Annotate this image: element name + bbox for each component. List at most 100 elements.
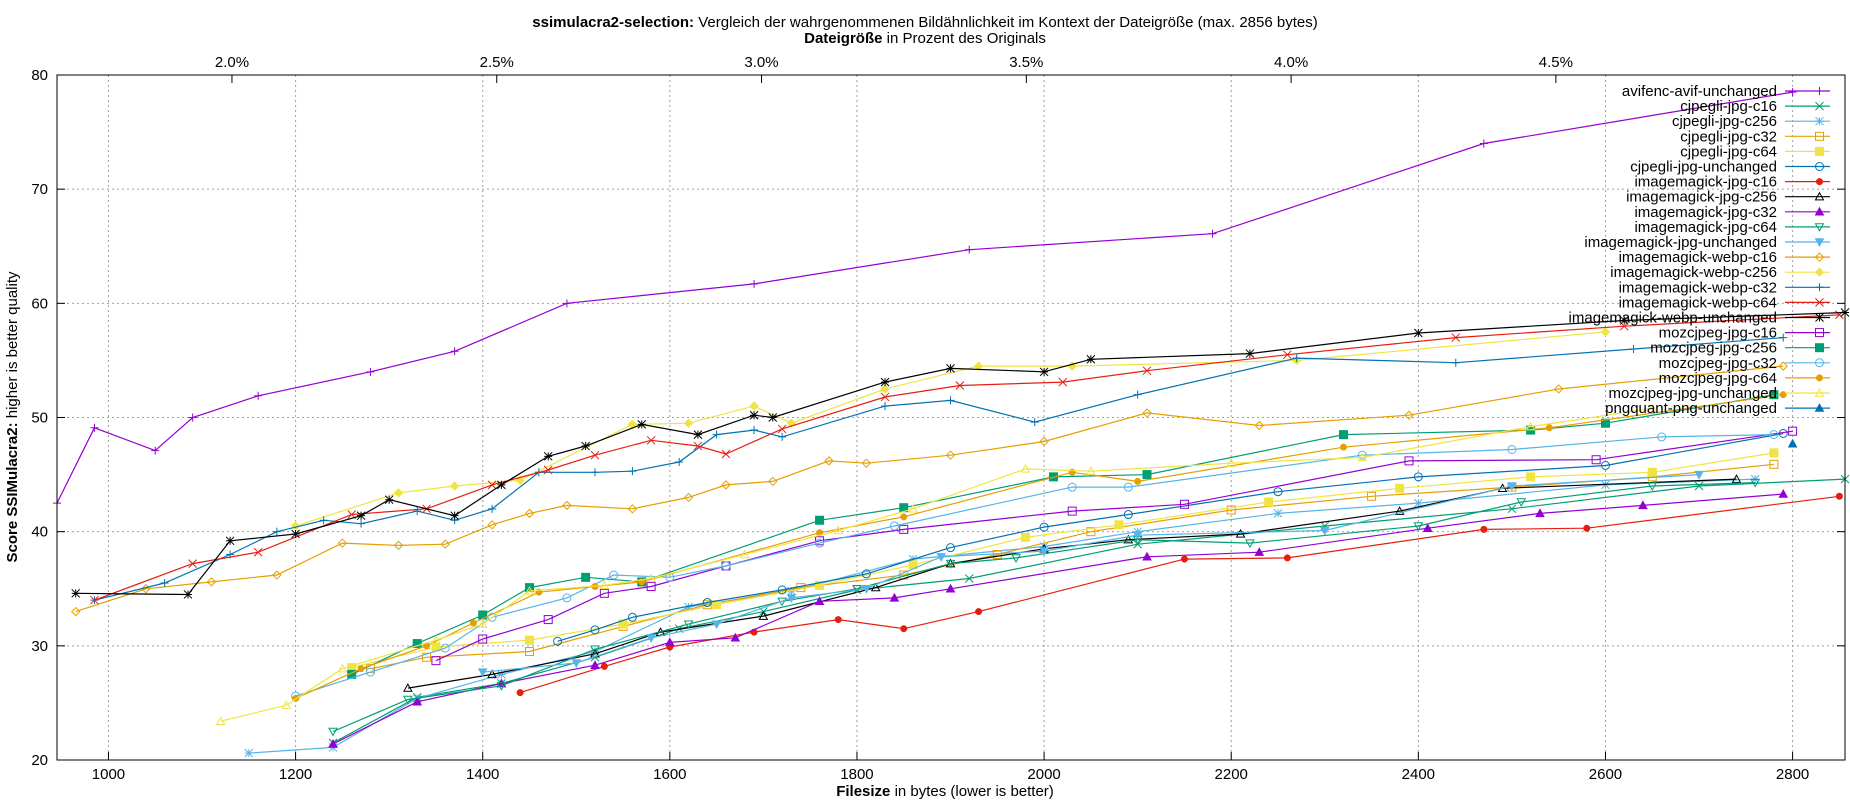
data-point [1516,498,1527,508]
data-point [1835,492,1843,500]
series-line [351,452,1774,669]
data-point [1657,432,1667,442]
data-point [440,643,450,653]
data-point [664,637,675,647]
data-point [1086,527,1096,537]
data-point [71,606,81,617]
data-point [487,612,497,622]
data-point [1273,509,1283,518]
legend-label: avifenc-avif-unchanged [1622,83,1777,100]
series-imagemagick-webp-c256 [290,327,1611,531]
data-point [497,670,506,679]
data-point [712,430,721,439]
legend-label: mozcjpeg-jpg-c16 [1659,325,1777,342]
data-point [1816,374,1823,382]
data-point [814,596,825,606]
series-line [295,434,1774,697]
data-point [702,597,712,607]
legend-entry: imagemagick-webp-c32 [1619,279,1830,296]
data-point [815,580,825,590]
data-point [777,424,787,434]
data-point [543,615,553,625]
legend-label: imagemagick-jpg-c256 [1626,189,1777,206]
data-point [1058,377,1068,387]
data-point [562,299,571,308]
data-point [815,536,825,546]
data-point [964,574,974,583]
data-point [440,539,450,549]
data-point [1814,403,1825,412]
series-mozcjpeg-jpg-c32 [291,430,1779,701]
data-point [1039,522,1049,532]
legend-label: mozcjpeg-jpg-unchanged [1609,385,1777,402]
legend-entry: imagemagick-jpg-c64 [1634,219,1830,236]
data-point [337,538,348,548]
data-point [1787,438,1798,448]
data-point [646,573,656,583]
data-point [1507,444,1517,454]
data-point [1507,482,1517,492]
data-point [590,645,600,655]
x-tick-label: 2800 [1776,766,1809,783]
data-point [188,413,197,422]
data-point [1394,506,1405,515]
data-point [1647,467,1657,477]
data-point [1245,539,1255,549]
y-axis-label-bold: Score SSIMulacra2: [4,422,21,562]
data-point [487,669,497,679]
x-tick-label: 1000 [92,766,125,783]
data-point [188,559,198,568]
data-point [1422,523,1433,532]
data-point [1600,327,1611,337]
data-point [1226,505,1236,515]
data-point [1123,482,1133,492]
y-axis-label: Score SSIMulacra2: higher is better qual… [4,271,21,562]
axis-ticks: 1000 1200 1400 1600 1800 2000 2200 2400 2600 2800… [31,67,1845,783]
series-imagemagick-webp-c32 [90,333,1788,605]
data-point [1404,456,1414,466]
data-point [683,418,694,428]
data-point [1526,472,1536,482]
legend-label: mozcjpeg-jpg-c64 [1659,370,1777,387]
data-point [254,391,263,400]
legend-label: cjpegli-jpg-c256 [1672,113,1777,130]
data-point [975,608,983,616]
data-point [1357,452,1368,462]
data-point [160,579,169,588]
data-point [1283,350,1292,360]
data-point [1039,436,1049,447]
data-point [1731,474,1742,483]
data-point [1815,101,1824,111]
data-point [1815,146,1824,156]
data-point [824,456,834,466]
data-point [90,595,99,605]
data-point [1132,531,1143,541]
data-point [319,516,328,525]
data-point [1067,482,1077,492]
data-point [693,430,703,439]
data-point [965,245,974,254]
data-point [357,519,366,528]
data-point [403,683,413,692]
data-point [422,652,432,662]
data-point [861,585,872,594]
data-point [477,619,488,628]
data-point [1451,358,1460,367]
y-tick-label: 40 [31,524,48,541]
data-point [768,413,778,422]
x2-tick-label: 4.5% [1539,54,1573,71]
x2-axis-label-rest: in Prozent des Originals [882,30,1045,47]
x-tick-label: 2400 [1402,766,1435,783]
data-point [412,639,422,649]
x-tick-label: 1200 [279,766,312,783]
data-point [936,553,947,562]
data-point [1273,487,1283,497]
data-point [1179,499,1189,509]
data-point [215,716,226,725]
data-point [881,402,890,411]
series-line [435,430,1793,662]
data-point [711,620,722,630]
legend-entry: cjpegli-jpg-unchanged [1630,159,1830,176]
y-tick-label: 80 [31,67,48,84]
data-point [524,635,534,645]
